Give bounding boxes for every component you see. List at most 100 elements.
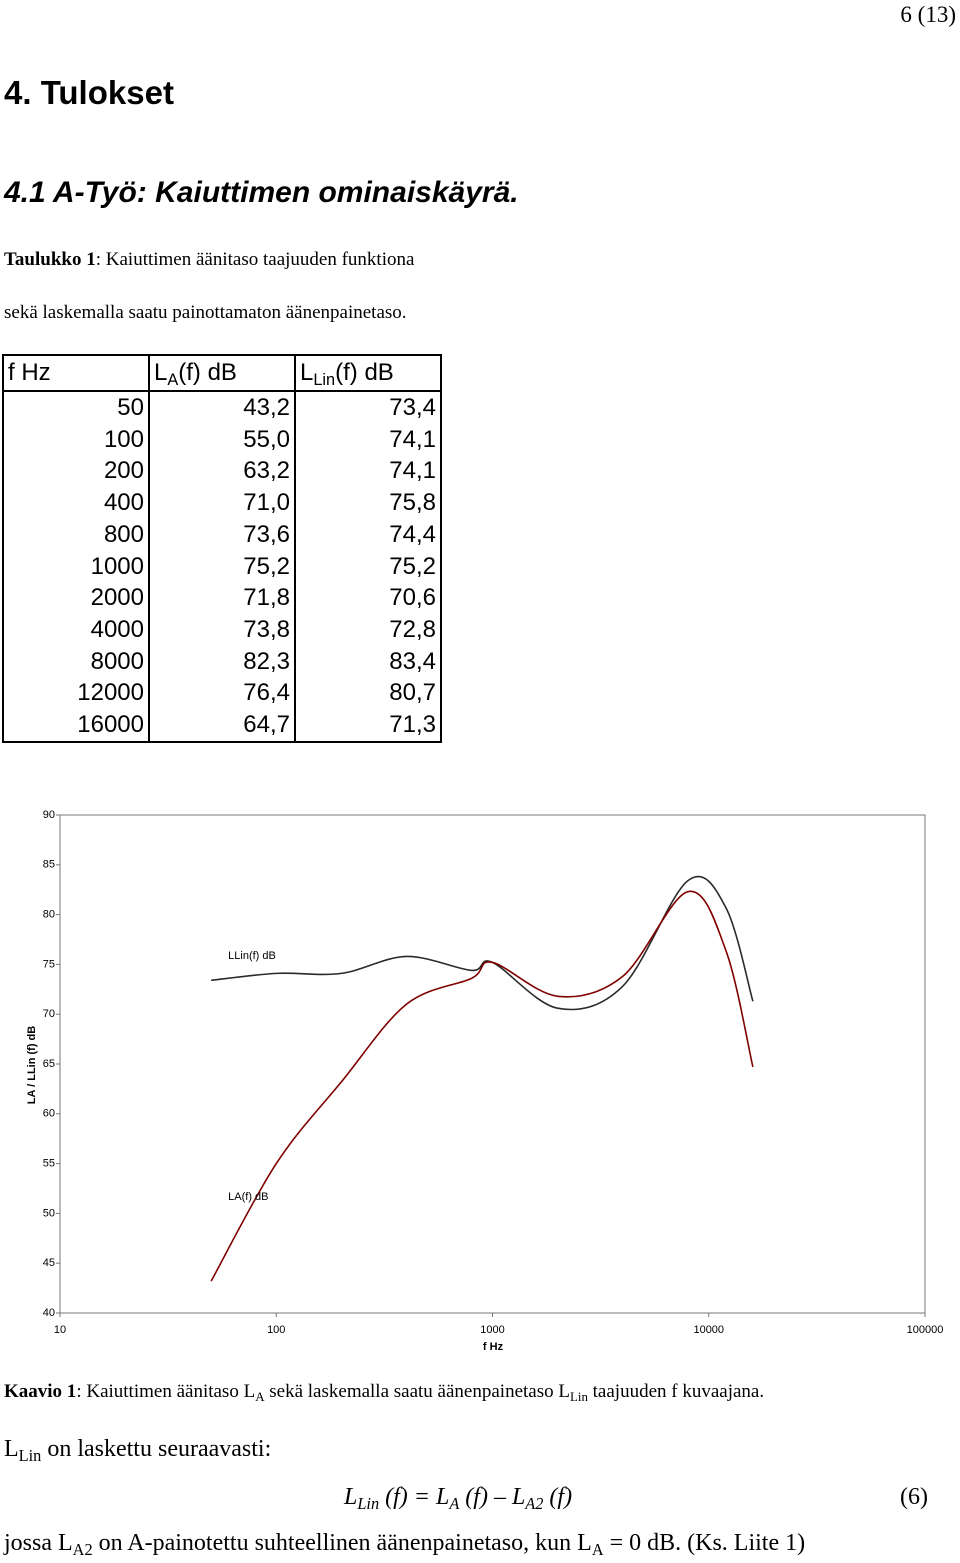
series-line bbox=[211, 875, 754, 1011]
table-row: 200 63,2 74,1 bbox=[2, 455, 442, 488]
y-axis-label: LA / LLin (f) dB bbox=[26, 1026, 38, 1104]
table-cell: 43,2 bbox=[148, 391, 296, 424]
x-axis-label: f Hz bbox=[483, 1341, 504, 1353]
text: sekä laskemalla saatu painottamaton ääne… bbox=[4, 302, 407, 323]
y-tick-label: 75 bbox=[43, 958, 55, 970]
formula: LLin (f) = LA (f) – LA2 (f) bbox=[344, 1484, 572, 1513]
subscript: A bbox=[449, 1493, 460, 1513]
heading: 4. Tulokset bbox=[4, 74, 174, 111]
table-cell: 74,1 bbox=[294, 423, 442, 456]
text: f Hz bbox=[8, 359, 51, 387]
header-cell: f Hz bbox=[2, 354, 150, 392]
text: (f) – L bbox=[459, 1484, 526, 1510]
chart: LA / LLin (f) dB f Hz 40 45 50 55 60 65 70 75 80… bbox=[26, 809, 944, 1353]
text: jossa L bbox=[4, 1530, 73, 1556]
text: L bbox=[4, 1436, 19, 1462]
table-cell: 8000 bbox=[2, 645, 150, 678]
table-row: 400 71,0 75,8 bbox=[2, 487, 442, 519]
table-cell: 12000 bbox=[2, 677, 150, 710]
text: L bbox=[154, 359, 168, 387]
table-cell: 74,4 bbox=[294, 518, 442, 551]
subscript: A bbox=[167, 371, 179, 390]
page-number: 6 (13) bbox=[900, 2, 956, 27]
paragraph: jossa LA2 on A-painotettu suhteellinen ä… bbox=[4, 1530, 806, 1559]
table-cell: 63,2 bbox=[148, 455, 296, 488]
data-table: f Hz LA(f) dB LLin(f) dB 50 43,2 73,4 100 55,0 7… bbox=[2, 354, 442, 743]
table-cell: 75,2 bbox=[294, 550, 442, 583]
y-tick-label: 65 bbox=[43, 1058, 55, 1070]
table-cell: 71,8 bbox=[148, 582, 296, 614]
text: : Kaiuttimen äänitaso taajuuden funktion… bbox=[95, 249, 415, 270]
subscript: A2 bbox=[72, 1539, 93, 1559]
table-cell: 2000 bbox=[2, 582, 150, 614]
table-cell: 74,1 bbox=[294, 455, 442, 488]
table-cell: 72,8 bbox=[294, 613, 442, 646]
subscript: A bbox=[591, 1539, 604, 1559]
header-row: f Hz LA(f) dB LLin(f) dB bbox=[2, 354, 442, 392]
subscript: Lin bbox=[569, 1388, 588, 1404]
table-cell: 75,2 bbox=[148, 550, 296, 583]
y-tick-label: 90 bbox=[43, 809, 55, 821]
text: (f) = L bbox=[379, 1484, 450, 1510]
text: on A-painotettu suhteellinen äänenpainet… bbox=[92, 1530, 592, 1556]
table-row: 2000 71,8 70,6 bbox=[2, 582, 442, 614]
subscript: Lin bbox=[357, 1493, 380, 1513]
text: = 0 dB. (Ks. Liite 1) bbox=[603, 1530, 806, 1556]
x-tick-label: 10000 bbox=[693, 1324, 724, 1336]
table-row: 50 43,2 73,4 bbox=[2, 391, 442, 424]
table-cell: 70,6 bbox=[294, 582, 442, 614]
table-caption: sekä laskemalla saatu painottamaton ääne… bbox=[4, 302, 407, 324]
table-cell: 75,8 bbox=[294, 487, 442, 519]
y-tick-label: 50 bbox=[43, 1207, 55, 1219]
y-tick-label: 85 bbox=[43, 859, 55, 871]
x-tick-label: 10 bbox=[54, 1324, 66, 1336]
series-line bbox=[210, 890, 754, 1282]
table-cell: 71,3 bbox=[294, 709, 442, 743]
series-label: LA(f) dB bbox=[228, 1191, 268, 1203]
paragraph: LLin on laskettu seuraavasti: bbox=[4, 1436, 272, 1465]
formula-number: (6) bbox=[900, 1484, 928, 1510]
y-tick-label: 40 bbox=[43, 1307, 55, 1319]
table-cell: 82,3 bbox=[148, 645, 296, 678]
text: on laskettu seuraavasti: bbox=[41, 1436, 272, 1462]
table-row: 8000 82,3 83,4 bbox=[2, 645, 442, 678]
table-row: 16000 64,7 71,3 bbox=[2, 709, 442, 743]
table-cell: 55,0 bbox=[148, 423, 296, 456]
x-tick-label: 100000 bbox=[907, 1324, 944, 1336]
table-row: 1000 75,2 75,2 bbox=[2, 550, 442, 583]
header-cell: LLin(f) dB bbox=[294, 354, 442, 392]
y-tick-label: 55 bbox=[43, 1158, 55, 1170]
subscript: Lin bbox=[18, 1445, 42, 1465]
y-tick-label: 60 bbox=[43, 1108, 55, 1120]
table-row: 4000 73,8 72,8 bbox=[2, 613, 442, 646]
table-cell: 83,4 bbox=[294, 645, 442, 678]
text: (f) dB bbox=[178, 359, 237, 387]
y-tick-label: 80 bbox=[43, 909, 55, 921]
table-row: 12000 76,4 80,7 bbox=[2, 677, 442, 710]
x-tick-label: 100 bbox=[267, 1324, 285, 1336]
text: sekä laskemalla saatu äänenpainetaso L bbox=[264, 1381, 570, 1402]
bold-text: Taulukko 1 bbox=[4, 249, 96, 270]
y-tick-label: 70 bbox=[43, 1008, 55, 1020]
header-cell: LA(f) dB bbox=[148, 354, 296, 392]
series-label: LLin(f) dB bbox=[228, 950, 276, 962]
chart-caption: Kaavio 1: Kaiuttimen äänitaso LA sekä la… bbox=[4, 1381, 764, 1403]
subheading: 4.1 A-Työ: Kaiuttimen ominaiskäyrä. bbox=[4, 176, 519, 209]
table-cell: 76,4 bbox=[148, 677, 296, 710]
text: taajuuden f kuvaajana. bbox=[587, 1381, 765, 1402]
table-cell: 200 bbox=[2, 455, 150, 488]
text: L bbox=[300, 359, 314, 387]
table-cell: 73,6 bbox=[148, 518, 296, 551]
plot-frame bbox=[59, 814, 926, 1314]
table-cell: 50 bbox=[2, 391, 150, 424]
table-cell: 80,7 bbox=[294, 677, 442, 710]
table-cell: 1000 bbox=[2, 550, 150, 583]
x-tick-label: 1000 bbox=[480, 1324, 504, 1336]
table-caption: Taulukko 1: Kaiuttimen äänitaso taajuude… bbox=[4, 249, 414, 271]
text: L bbox=[344, 1484, 358, 1510]
table-cell: 73,8 bbox=[148, 613, 296, 646]
subscript: Lin bbox=[313, 371, 336, 390]
table-cell: 400 bbox=[2, 487, 150, 519]
